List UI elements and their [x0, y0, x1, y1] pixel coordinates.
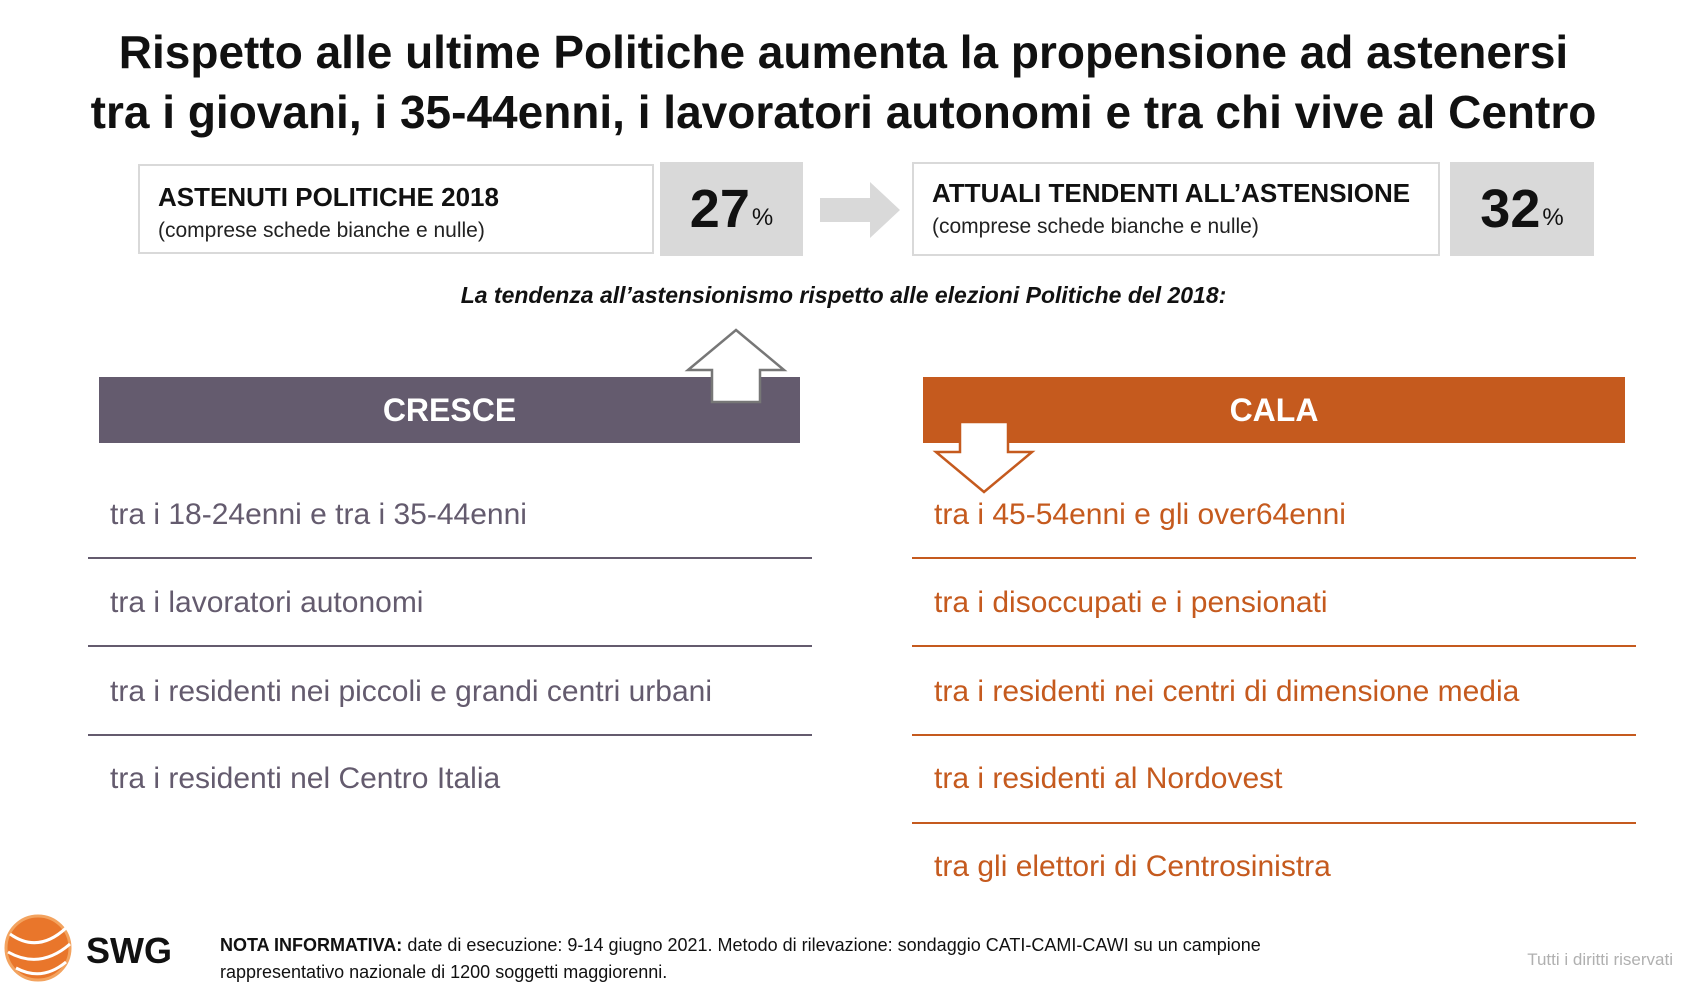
cresce-item: tra i lavoratori autonomi: [110, 586, 424, 619]
title-line-2: tra i giovani, i 35-44enni, i lavoratori…: [90, 86, 1597, 138]
stat-value-2018: 27: [689, 179, 750, 239]
footer-note: NOTA INFORMATIVA: date di esecuzione: 9-…: [220, 932, 1261, 986]
stat-value-box-2018: 27 %: [660, 162, 803, 256]
cresce-divider: [88, 557, 812, 559]
cresce-item: tra i residenti nel Centro Italia: [110, 762, 501, 795]
stat-value-box-current: 32 %: [1450, 162, 1594, 256]
cala-item: tra i 45-54enni e gli over64enni: [934, 498, 1346, 531]
note-text: date di esecuzione: 9-14 giugno 2021. Me…: [402, 935, 1261, 955]
stat-box-2018: ASTENUTI POLITICHE 2018 (comprese schede…: [138, 164, 654, 254]
cala-header-label: CALA: [1229, 391, 1319, 428]
cala-divider: [912, 734, 1636, 736]
cala-divider: [912, 645, 1636, 647]
stat-sub-current: (comprese schede bianche e nulle): [932, 215, 1259, 238]
note-text-2: rappresentativo nazionale di 1200 sogget…: [220, 962, 668, 982]
stat-unit-2018: %: [751, 204, 774, 231]
stat-label-current: ATTUALI TENDENTI ALL’ASTENSIONE: [932, 178, 1411, 208]
swg-globe-icon: [4, 914, 72, 982]
cala-divider: [912, 557, 1636, 559]
cala-item: tra gli elettori di Centrosinistra: [934, 850, 1331, 883]
swg-logo-text: SWG: [86, 930, 172, 971]
stat-sub-2018: (comprese schede bianche e nulle): [158, 219, 485, 242]
stat-label-2018: ASTENUTI POLITICHE 2018: [158, 182, 499, 212]
title-line-1: Rispetto alle ultime Politiche aumenta l…: [118, 26, 1569, 78]
cala-header: CALA: [923, 377, 1625, 443]
cresce-item: tra i 18-24enni e tra i 35-44enni: [110, 498, 527, 531]
stat-value-current: 32: [1480, 179, 1541, 239]
subtitle: La tendenza all’astensionismo rispetto a…: [460, 282, 1227, 308]
cresce-header: CRESCE: [99, 377, 800, 443]
note-label: NOTA INFORMATIVA:: [220, 935, 403, 955]
right-arrow-icon: [820, 182, 900, 238]
down-arrow-icon: [932, 420, 1036, 494]
stat-unit-current: %: [1542, 204, 1564, 231]
cala-divider: [912, 822, 1636, 824]
rights-notice: Tutti i diritti riservati: [1527, 950, 1673, 969]
cresce-header-label: CRESCE: [382, 391, 517, 428]
cresce-divider: [88, 734, 812, 736]
page-title: Rispetto alle ultime Politiche aumenta l…: [0, 22, 1687, 142]
up-arrow-icon: [684, 328, 788, 404]
cala-item: tra i residenti al Nordovest: [934, 762, 1283, 795]
stat-box-current: ATTUALI TENDENTI ALL’ASTENSIONE (compres…: [912, 162, 1440, 256]
cala-item: tra i residenti nei centri di dimensione…: [934, 675, 1520, 708]
cresce-divider: [88, 645, 812, 647]
cresce-item: tra i residenti nei piccoli e grandi cen…: [110, 675, 712, 708]
cala-item: tra i disoccupati e i pensionati: [934, 586, 1328, 619]
